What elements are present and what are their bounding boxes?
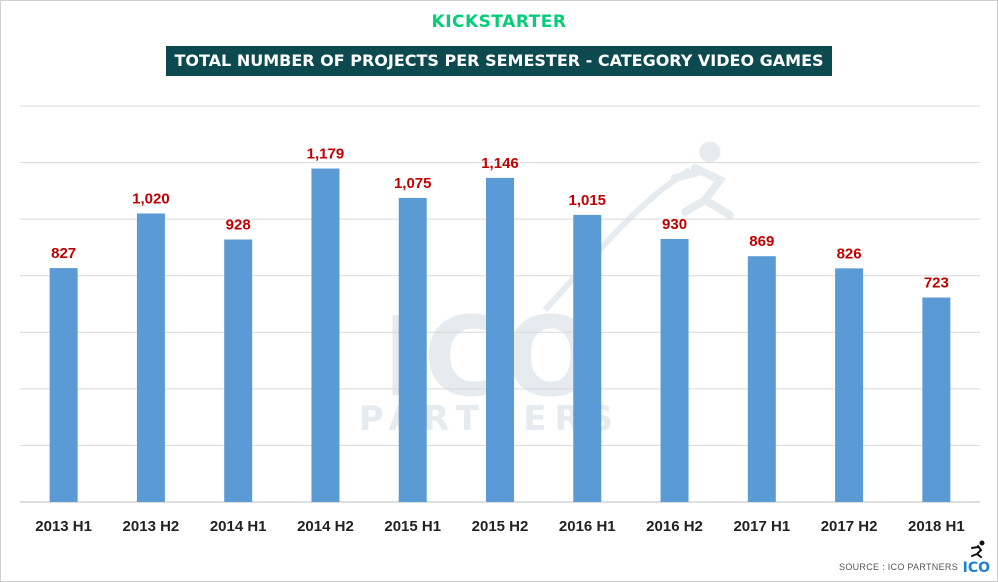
x-tick-label-4: 2015 H1 bbox=[384, 518, 441, 535]
data-label-3: 1,179 bbox=[307, 146, 345, 163]
bar-4 bbox=[398, 197, 427, 502]
bar-5 bbox=[486, 177, 514, 503]
source-note: SOURCE : ICO PARTNERS bbox=[839, 562, 958, 572]
data-label-1: 1,020 bbox=[132, 190, 170, 207]
watermark-runner-icon bbox=[671, 141, 734, 219]
data-label-0: 827 bbox=[51, 245, 76, 262]
ico-logo: ICO bbox=[962, 560, 990, 576]
watermark-swoosh-icon bbox=[542, 167, 692, 313]
x-tick-label-3: 2014 H2 bbox=[297, 518, 354, 535]
kickstarter-logo: KICKSTARTER bbox=[431, 12, 567, 32]
data-label-10: 723 bbox=[924, 274, 949, 291]
data-label-2: 928 bbox=[226, 217, 251, 234]
data-label-6: 1,015 bbox=[568, 192, 606, 209]
data-label-8: 869 bbox=[749, 233, 774, 250]
data-label-7: 930 bbox=[662, 216, 687, 233]
x-tick-label-5: 2015 H2 bbox=[472, 518, 529, 535]
x-tick-label-6: 2016 H1 bbox=[559, 518, 616, 535]
x-tick-label-1: 2013 H2 bbox=[123, 518, 180, 535]
data-label-4: 1,075 bbox=[394, 175, 432, 192]
bar-7 bbox=[660, 238, 689, 502]
x-tick-label-0: 2013 H1 bbox=[35, 518, 92, 535]
data-labels: 827 1,020 928 1,179 1,075 1,146 1,015 930 869 826… bbox=[51, 146, 949, 292]
running-man-icon bbox=[971, 540, 985, 558]
data-label-9: 826 bbox=[837, 245, 862, 262]
bar-10 bbox=[922, 297, 951, 502]
title-wrap: TOTAL NUMBER OF PROJECTS PER SEMESTER - … bbox=[0, 46, 998, 76]
bars bbox=[49, 168, 951, 503]
x-tick-label-2: 2014 H1 bbox=[210, 518, 267, 535]
bar-1 bbox=[136, 213, 165, 502]
bar-6 bbox=[573, 214, 602, 502]
data-label-5: 1,146 bbox=[481, 155, 519, 172]
bar-3 bbox=[311, 168, 340, 503]
x-axis-ticks: 2013 H1 2013 H2 2014 H1 2014 H2 2015 H1 2015 … bbox=[35, 518, 964, 535]
bar-2 bbox=[224, 239, 253, 502]
bar-9 bbox=[835, 268, 864, 502]
x-tick-label-10: 2018 H1 bbox=[908, 518, 965, 535]
x-tick-label-8: 2017 H1 bbox=[733, 518, 790, 535]
x-tick-label-7: 2016 H2 bbox=[646, 518, 703, 535]
chart-title: TOTAL NUMBER OF PROJECTS PER SEMESTER - … bbox=[166, 46, 832, 76]
bar-8 bbox=[747, 256, 776, 502]
bar-0 bbox=[49, 268, 78, 502]
x-tick-label-9: 2017 H2 bbox=[821, 518, 878, 535]
